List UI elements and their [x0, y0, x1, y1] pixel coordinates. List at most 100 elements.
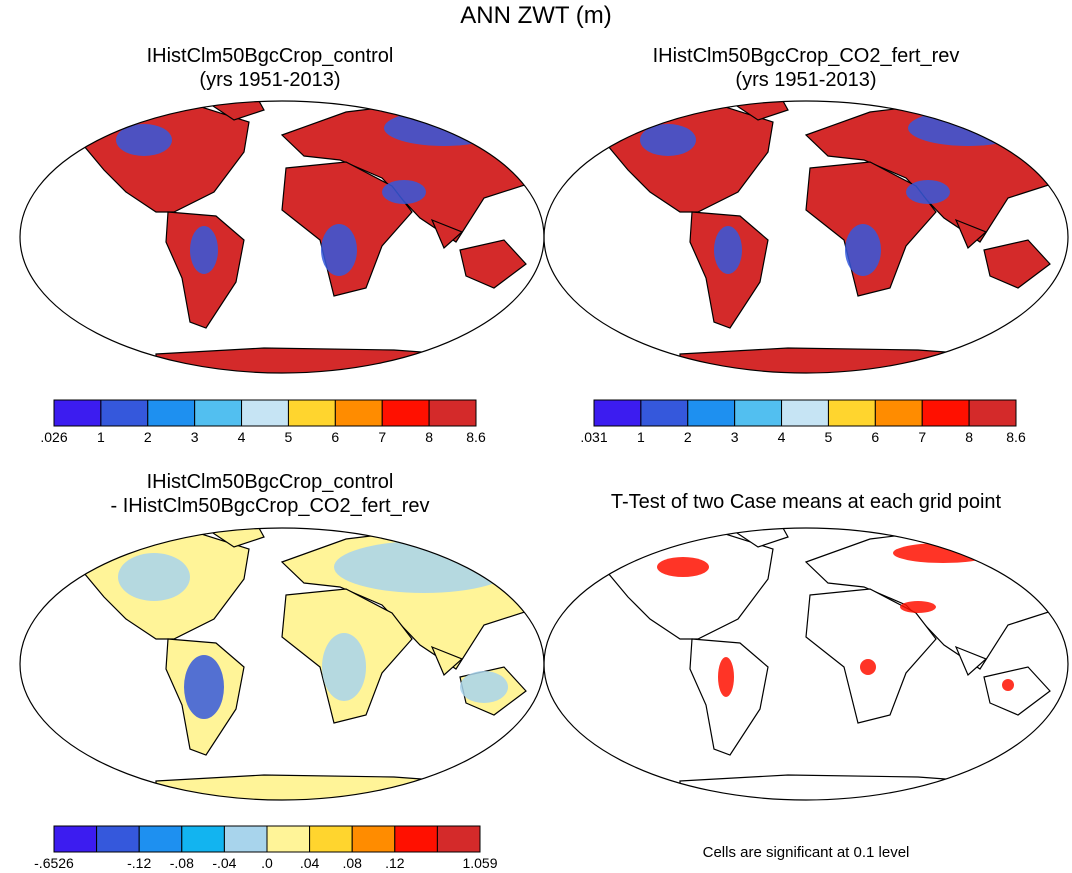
colorbar-tick-label: 3	[730, 429, 739, 445]
colorbar-tick-label: 6	[331, 429, 340, 445]
colorbar-swatch	[381, 399, 430, 427]
colorbar-swatch	[223, 825, 268, 853]
colorbar-tick-label: -.12	[127, 855, 152, 871]
colorbar-swatch	[921, 399, 970, 427]
colorbar-swatch	[96, 825, 140, 853]
panel-title-co2-line1: IHistClm50BgcCrop_CO2_fert_rev	[652, 45, 960, 67]
colorbar-tick-label: 3	[190, 429, 199, 445]
colorbar-co2	[593, 399, 1017, 427]
panel-title-control: IHistClm50BgcCrop_control (yrs 1951-2013…	[30, 44, 510, 92]
map-panel-ttest	[543, 527, 1069, 801]
significant-cells	[893, 543, 993, 563]
deep-wt-region	[906, 180, 950, 204]
map-panel-co2	[543, 100, 1069, 374]
significant-cells	[860, 659, 876, 675]
colorbar-swatch	[194, 399, 243, 427]
colorbar-swatch	[181, 825, 225, 853]
colorbar-tick-label: 8	[965, 429, 973, 445]
globe-outline	[543, 527, 1069, 801]
colorbar-tick-label: 5	[284, 429, 293, 445]
significant-cells	[657, 557, 709, 577]
colorbar-swatch	[734, 399, 783, 427]
colorbar-swatch	[593, 399, 642, 427]
colorbar-swatch	[640, 399, 689, 427]
negative-diff-region	[184, 655, 224, 719]
deep-wt-region	[908, 110, 1028, 146]
globe-outline	[543, 100, 1069, 374]
colorbar-swatch	[241, 399, 289, 427]
colorbar-tick-label: 7	[918, 429, 927, 445]
panel-title-diff-line2: - IHistClm50BgcCrop_CO2_fert_rev	[110, 495, 430, 517]
colorbar-tick-label: 2	[143, 429, 152, 445]
colorbar-tick-label: 2	[683, 429, 692, 445]
colorbar-tick-label: 8	[425, 429, 433, 445]
colorbar-tick-label: -.08	[169, 855, 194, 871]
colorbar-swatch	[428, 399, 477, 427]
deep-wt-region	[321, 224, 357, 276]
negative-diff-region	[460, 671, 508, 703]
panel-title-diff-line1: IHistClm50BgcCrop_control	[146, 471, 394, 493]
colorbar-diff	[53, 825, 481, 853]
colorbar-tick-label: .026	[40, 429, 68, 445]
colorbar-tick-label: 7	[378, 429, 387, 445]
colorbar-swatch	[436, 825, 481, 853]
significance-note: Cells are significant at 0.1 level	[702, 844, 910, 861]
colorbar-swatch	[287, 399, 336, 427]
colorbar-swatch	[394, 825, 438, 853]
colorbar-tick-label: 6	[871, 429, 880, 445]
colorbar-swatch	[266, 825, 311, 853]
deep-wt-region	[384, 110, 504, 146]
colorbar-swatch	[334, 399, 383, 427]
colorbar-swatch	[781, 399, 829, 427]
colorbar-tick-label: 5	[824, 429, 833, 445]
colorbar-tick-label: .0	[261, 855, 273, 871]
map-panel-diff	[19, 527, 545, 801]
panel-title-co2: IHistClm50BgcCrop_CO2_fert_rev (yrs 1951…	[566, 44, 1046, 92]
colorbar-tick-label: 8.6	[1006, 429, 1026, 445]
deep-wt-region	[116, 124, 172, 156]
colorbar-tick-label: .031	[580, 429, 608, 445]
significant-cells	[900, 601, 936, 613]
colorbar-tick-label: 1.059	[462, 855, 498, 871]
colorbar-tick-label: .04	[299, 855, 320, 871]
deep-wt-region	[845, 224, 881, 276]
colorbar-swatch	[147, 399, 196, 427]
colorbar-swatch	[100, 399, 149, 427]
panel-title-co2-line2: (yrs 1951-2013)	[735, 69, 877, 91]
colorbar-swatch	[827, 399, 876, 427]
colorbar-swatch	[351, 825, 396, 853]
deep-wt-region	[640, 124, 696, 156]
colorbar-swatch	[53, 825, 98, 853]
panel-title-control-line1: IHistClm50BgcCrop_control	[146, 45, 394, 67]
panel-title-ttest-line1: T-Test of two Case means at each grid po…	[610, 491, 1002, 513]
negative-diff-region	[334, 541, 514, 593]
panel-title-control-line2: (yrs 1951-2013)	[199, 69, 341, 91]
colorbar-tick-label: 8.6	[466, 429, 486, 445]
colorbar-swatch	[138, 825, 183, 853]
negative-diff-region	[118, 553, 190, 601]
colorbar-tick-label: -.6526	[34, 855, 74, 871]
colorbar-control	[53, 399, 477, 427]
colorbar-swatch	[968, 399, 1017, 427]
colorbar-tick-label: 4	[777, 429, 786, 445]
colorbar-tick-label: .12	[385, 855, 405, 871]
colorbar-swatch	[53, 399, 102, 427]
colorbar-tick-label: 1	[96, 429, 105, 445]
colorbar-swatch	[687, 399, 736, 427]
map-panel-control	[19, 100, 545, 374]
colorbar-tick-label: 4	[237, 429, 246, 445]
colorbar-tick-label: 1	[636, 429, 645, 445]
colorbar-tick-label: -.04	[212, 855, 237, 871]
deep-wt-region	[190, 226, 218, 274]
panel-title-ttest: T-Test of two Case means at each grid po…	[540, 490, 1072, 514]
colorbar-tick-label: .08	[342, 855, 362, 871]
figure-title: ANN ZWT (m)	[460, 2, 612, 29]
panel-title-diff: IHistClm50BgcCrop_control - IHistClm50Bg…	[30, 470, 510, 518]
significant-cells	[718, 657, 734, 697]
colorbar-swatch	[874, 399, 923, 427]
negative-diff-region	[322, 633, 366, 701]
significant-cells	[1002, 679, 1014, 691]
deep-wt-region	[714, 226, 742, 274]
deep-wt-region	[382, 180, 426, 204]
